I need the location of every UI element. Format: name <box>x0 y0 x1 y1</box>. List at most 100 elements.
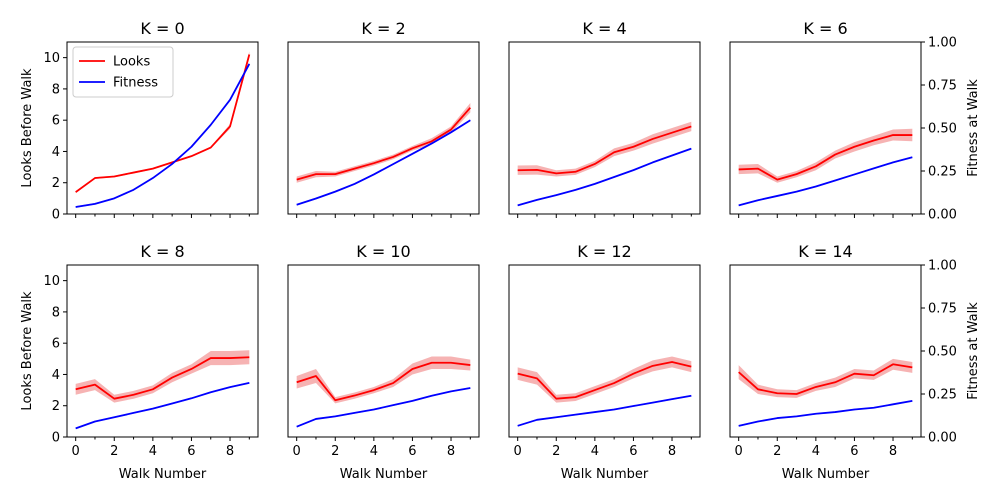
fitness-series-line <box>75 63 251 208</box>
left-y-tick-label: 8 <box>52 305 60 320</box>
right-y-tick-label: 1.00 <box>928 259 957 274</box>
left-y-tick-label: 2 <box>52 176 60 191</box>
axes-frame <box>729 41 922 215</box>
right-y-tick-label: 0.00 <box>928 431 957 446</box>
panel-k-2: K = 2 <box>287 19 480 218</box>
left-y-tick-label: 10 <box>43 51 60 66</box>
looks-series-line <box>738 134 913 181</box>
panel-k-4: K = 4 <box>508 19 701 218</box>
fitness-series-line <box>517 147 692 207</box>
right-y-tick-label: 0.25 <box>928 165 957 180</box>
x-tick-label: 2 <box>773 444 781 459</box>
right-y-tick-label: 0.50 <box>928 345 957 360</box>
x-tick-label: 4 <box>812 444 820 459</box>
x-tick-label: 6 <box>850 444 858 459</box>
fitness-series-line <box>75 381 250 430</box>
axes-frame <box>287 264 480 438</box>
axes-frame <box>66 41 259 215</box>
x-tick-label: 8 <box>447 444 455 459</box>
panel-k-14: K = 14 0 2 4 6 8 Walk Number 0.00 0.25 0.50 0.75 1.… <box>729 242 981 482</box>
x-tick-label: 4 <box>591 444 599 459</box>
fitness-series-line <box>296 387 471 428</box>
x-tick-label: 2 <box>331 444 339 459</box>
x-tick-label: 8 <box>226 444 234 459</box>
looks-series-line <box>75 54 251 193</box>
panel-title: K = 12 <box>577 242 631 261</box>
left-y-tick-label: 8 <box>52 82 60 97</box>
x-tick-label: 8 <box>889 444 897 459</box>
fitness-series-line <box>517 394 692 427</box>
x-tick-label: 0 <box>514 444 522 459</box>
axes-frame <box>508 264 701 438</box>
right-y-tick-label: 0.00 <box>928 208 957 223</box>
panel-title: K = 4 <box>582 19 626 38</box>
x-tick-label: 0 <box>72 444 80 459</box>
x-axis-label: Walk Number <box>340 467 428 482</box>
looks-confidence-band <box>738 358 913 398</box>
right-y-axis-label: Fitness at Walk <box>966 79 981 177</box>
looks-series-line <box>296 107 471 181</box>
axes-frame <box>287 41 480 215</box>
panel-title: K = 2 <box>361 19 405 38</box>
axes-frame <box>729 264 922 438</box>
left-y-tick-label: 0 <box>52 208 60 223</box>
x-tick-label: 6 <box>187 444 195 459</box>
legend-label-fitness: Fitness <box>113 76 158 91</box>
x-tick-label: 0 <box>293 444 301 459</box>
looks-confidence-band <box>517 121 692 177</box>
panel-title: K = 6 <box>803 19 847 38</box>
right-y-tick-label: 0.50 <box>928 122 957 137</box>
panel-k-12: K = 12 0 2 4 6 8 Walk Number <box>508 242 701 482</box>
left-y-tick-label: 4 <box>52 368 60 383</box>
right-y-tick-label: 1.00 <box>928 36 957 51</box>
x-tick-label: 8 <box>668 444 676 459</box>
legend: Looks Fitness <box>72 46 174 98</box>
panel-k-0: K = 0 0 2 4 6 8 10 Looks Before Walk Looks Fitnes… <box>20 19 259 223</box>
axes-frame <box>66 264 259 438</box>
looks-confidence-band <box>75 350 250 403</box>
x-tick-label: 2 <box>110 444 118 459</box>
left-y-axis-label: Looks Before Walk <box>20 68 35 188</box>
looks-series-line <box>517 125 692 175</box>
looks-series-line <box>75 356 250 400</box>
x-tick-label: 4 <box>370 444 378 459</box>
panel-title: K = 0 <box>140 19 184 38</box>
looks-confidence-band <box>296 356 471 404</box>
right-y-tick-label: 0.75 <box>928 79 957 94</box>
axes-frame <box>508 41 701 215</box>
looks-series-line <box>517 361 692 400</box>
left-y-tick-label: 4 <box>52 145 60 160</box>
x-tick-label: 6 <box>408 444 416 459</box>
right-y-tick-label: 0.75 <box>928 302 957 317</box>
fitness-series-line <box>738 156 913 207</box>
x-tick-label: 0 <box>735 444 743 459</box>
left-y-tick-label: 0 <box>52 431 60 446</box>
panel-k-10: K = 10 0 2 4 6 8 Walk Number <box>287 242 480 482</box>
looks-series-line <box>738 363 913 395</box>
right-y-axis-label: Fitness at Walk <box>966 302 981 400</box>
x-axis-label: Walk Number <box>561 467 649 482</box>
x-tick-label: 4 <box>149 444 157 459</box>
left-y-tick-label: 10 <box>43 274 60 289</box>
left-y-axis-label: Looks Before Walk <box>20 291 35 411</box>
panel-title: K = 14 <box>798 242 852 261</box>
left-y-tick-label: 6 <box>52 337 60 352</box>
x-tick-label: 2 <box>552 444 560 459</box>
fitness-series-line <box>738 399 913 427</box>
fitness-series-line <box>296 119 471 206</box>
legend-box <box>72 46 174 98</box>
left-y-tick-label: 6 <box>52 114 60 129</box>
x-axis-label: Walk Number <box>782 467 870 482</box>
left-y-tick-label: 2 <box>52 399 60 414</box>
panel-k-6: K = 6 0.00 0.25 0.50 0.75 1.00 Fitness at Walk <box>729 19 981 223</box>
looks-series-line <box>296 361 471 402</box>
legend-label-looks: Looks <box>113 55 150 70</box>
right-y-tick-label: 0.25 <box>928 388 957 403</box>
looks-confidence-band <box>296 102 471 183</box>
x-axis-label: Walk Number <box>119 467 207 482</box>
x-tick-label: 6 <box>629 444 637 459</box>
panel-title: K = 8 <box>140 242 184 261</box>
panel-title: K = 10 <box>356 242 410 261</box>
panel-k-8: K = 8 0 2 4 6 8 Walk Number 0 2 4 6 8 10 Looks Before… <box>20 242 259 482</box>
